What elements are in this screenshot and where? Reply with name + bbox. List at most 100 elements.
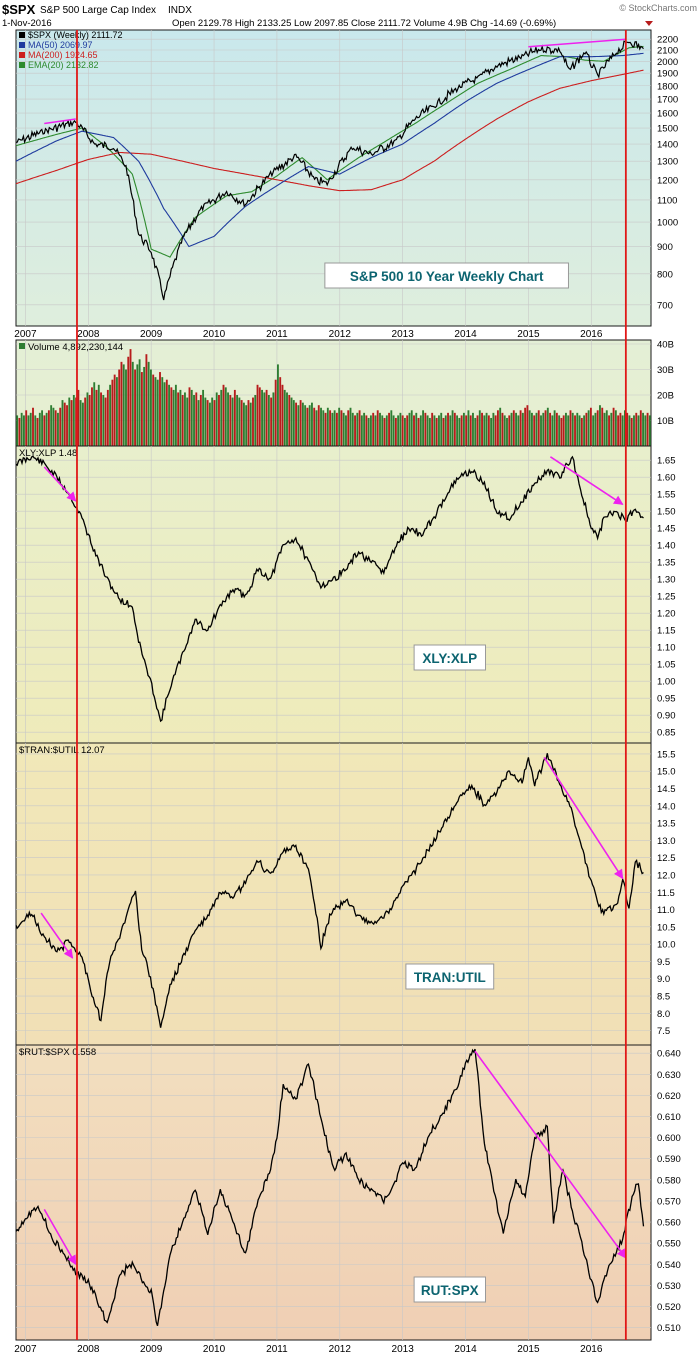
xly_xlp-title: XLY:XLP 1.48 [19,448,77,459]
tran_util-y-tick-label: 14.0 [657,801,676,812]
volume-bar [574,415,576,446]
volume-bar [424,412,427,446]
volume-bar [565,412,567,446]
legend-entry: EMA(20) 2132.82 [28,60,99,70]
volume-bar [72,395,75,446]
volume-bar [379,412,381,446]
volume-bar [324,412,327,446]
volume-bar [478,410,481,446]
volume-legend-swatch [19,343,25,349]
price-y-tick-label: 2100 [657,46,678,57]
volume-bar [376,410,379,446]
rut_spx-y-tick-label: 0.590 [657,1154,681,1165]
volume-bar [542,412,545,446]
xly_xlp-y-tick-label: 1.25 [657,592,676,603]
legend-entry: MA(200) 1924.65 [28,50,98,60]
volume-bar [36,417,39,446]
volume-bar [165,379,168,446]
volume-bar [170,387,173,446]
xly_xlp-y-tick-label: 1.40 [657,541,676,552]
volume-bar [279,377,282,446]
volume-bar [195,392,198,446]
price-y-tick-label: 1900 [657,69,678,80]
volume-bar [372,412,375,446]
volume-bar [93,382,96,446]
volume-bar [29,412,32,446]
volume-bar [526,405,529,446]
rut_spx-series-line [15,1048,645,1327]
price-x-tick-label: 2015 [517,329,540,340]
volume-bar [583,415,586,446]
volume-bar [608,415,610,446]
rut_spx-y-tick-label: 0.560 [657,1218,681,1229]
volume-bar [392,415,395,446]
price-y-tick-label: 1000 [657,218,678,229]
volume-bar [41,410,44,446]
legend-entry: $SPX (Weekly) 2111.72 [28,30,123,40]
volume-bar [642,412,644,446]
volume-bar [20,412,23,446]
xly_xlp-y-tick-label: 1.50 [657,507,676,518]
volume-bar [308,405,311,446]
volume-bar [77,389,80,446]
volume-bar [286,392,288,446]
rut_spx-x-tick-label: 2011 [266,1344,288,1355]
volume-bar [290,397,293,446]
tran_util-y-tick-label: 8.5 [657,992,670,1003]
volume-bar [202,389,205,446]
volume-bar [351,412,354,446]
volume-bar [45,412,48,446]
price-y-tick-label: 700 [657,300,673,311]
volume-bar [292,400,295,446]
volume-bar [508,415,511,446]
xly_xlp-trend-arrow [43,466,77,502]
xly_xlp-annotation-box [413,644,487,671]
xly_xlp-y-tick-label: 0.90 [657,711,676,722]
volume-bar [172,389,175,446]
volume-bar [147,361,150,446]
series-line-spx [15,40,644,301]
volume-bar [267,395,270,446]
volume-bar [213,400,216,446]
volume-bar [587,410,590,446]
volume-bar [397,415,400,446]
volume-bar [465,415,468,446]
volume-bar [63,402,66,446]
volume-bar [519,410,522,446]
rut_spx-x-tick-label: 2008 [77,1344,100,1355]
volume-bar [331,412,334,446]
volume-bar [458,417,461,446]
volume-bar [347,410,350,446]
volume-bar [159,372,161,446]
volume-bar [23,415,25,446]
volume-bar [152,374,155,446]
volume-bar [546,407,549,446]
volume-bar [129,349,132,446]
volume-bar [50,405,53,446]
volume-bar [469,415,472,446]
volume-bar [104,397,107,446]
volume-bar [131,361,134,446]
volume-bar [222,384,225,446]
volume-bar [610,412,613,446]
volume-bar [599,405,601,446]
volume-bar [25,410,28,446]
volume-bar [571,412,574,446]
volume-bar [16,415,19,446]
volume-bar [487,415,490,446]
price-annotation-box [324,262,569,289]
tran_util-y-tick-label: 14.5 [657,784,676,795]
volume-bar [619,412,622,446]
price-y-tick-label: 1100 [657,195,677,206]
rut_spx-x-tick-label: 2014 [454,1344,477,1355]
price-x-tick-label: 2007 [14,329,37,340]
volume-bar [483,415,486,446]
volume-bar [537,410,540,446]
rut_spx-trend-arrow [474,1050,627,1259]
legend-swatch [19,62,25,68]
volume-bar [510,412,513,446]
volume-bar [456,415,459,446]
volume-bar [57,412,59,446]
volume-bar [360,415,363,446]
xly_xlp-y-tick-label: 1.20 [657,609,676,620]
